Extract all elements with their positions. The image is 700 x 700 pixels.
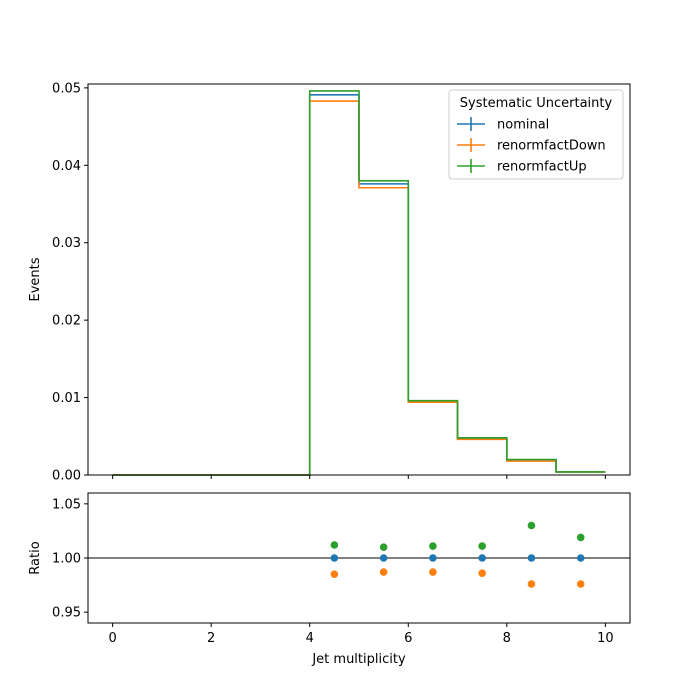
main-panel: 0.00 0.01 0.02 0.03 0.04 0.05 Systematic Unce… [28,81,631,484]
ratio-point-renormfactUp [478,542,486,550]
main-y-tick-label: 0.00 [52,469,81,484]
ratio-point-nominal [576,554,585,562]
ratio-point-nominal [478,554,486,562]
ratio-point-renormfactUp [330,541,339,549]
ratio-point-renormfactDown [379,568,388,576]
main-y-tick-label: 0.03 [52,236,81,251]
ratio-point-nominal [330,554,339,562]
legend-label-renormfactDown: renormfactDown [497,139,606,154]
ratio-point-nominal [527,554,536,562]
ratio-x-tick-label: 4 [306,631,314,646]
ratio-point-nominal [429,554,437,562]
ratio-plot-area: 0 2 4 6 8 10 0.95 1.00 1.05 [52,492,631,646]
ratio-y-tick-label: 1.00 [52,552,81,567]
legend-title: Systematic Uncertainty [460,96,613,111]
legend-label-nominal: nominal [497,118,549,133]
ratio-panel: 0 2 4 6 8 10 0.95 1.00 1.05 Ratio Jet multiplici… [28,492,631,667]
ratio-point-nominal [379,554,388,562]
main-plot-frame [87,83,631,476]
ratio-point-renormfactDown [330,570,339,579]
ratio-x-tick-label: 10 [597,631,614,646]
ratio-x-tick-label: 2 [207,631,215,646]
ratio-y-tick-label: 0.95 [52,606,81,621]
legend-handle-renormfactUp [457,159,485,173]
legend: Systematic Uncertainty nominal renormfactD… [448,89,624,180]
main-y-tick-label: 0.02 [52,314,81,329]
x-axis-label: Jet multiplicity [311,652,406,667]
ratio-y-axis-label: Ratio [28,541,43,574]
main-plot-area: 0.00 0.01 0.02 0.03 0.04 0.05 [52,81,631,484]
legend-handle-nominal [457,117,485,131]
ratio-point-renormfactDown [429,568,437,576]
ratio-x-tick-label: 8 [503,631,511,646]
legend-handle-renormfactDown [457,138,485,152]
ratio-point-renormfactUp [379,543,388,551]
ratio-point-renormfactUp [527,521,536,530]
ratio-x-tick-label: 6 [404,631,412,646]
main-y-tick-label: 0.04 [52,159,81,174]
ratio-point-renormfactDown [576,580,585,588]
main-y-axis-label: Events [28,257,43,301]
ratio-point-renormfactUp [576,533,585,542]
ratio-point-renormfactUp [429,542,437,550]
ratio-y-tick-label: 1.05 [52,497,81,512]
ratio-point-renormfactDown [527,580,536,588]
legend-label-renormfactUp: renormfactUp [497,160,587,175]
main-y-tick-label: 0.01 [52,391,81,406]
legend-box [448,89,624,180]
ratio-x-tick-label: 0 [108,631,116,646]
main-y-tick-label: 0.05 [52,81,81,96]
ratio-point-renormfactDown [478,569,486,577]
